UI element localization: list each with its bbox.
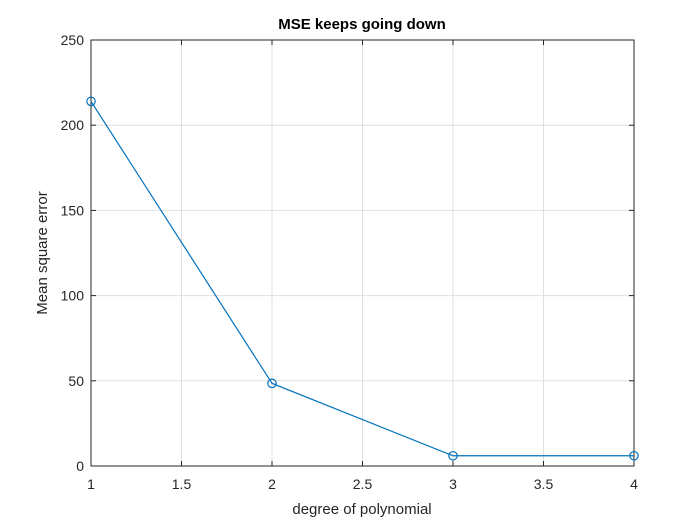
data-point-marker	[86, 96, 96, 107]
y-tick-label: 50	[68, 373, 84, 389]
x-tick-label: 3.5	[534, 476, 554, 492]
y-tick-label: 150	[61, 202, 85, 218]
ticks	[90, 39, 635, 467]
y-axis-label: Mean square error	[34, 191, 51, 314]
x-tick-label: 4	[630, 476, 638, 492]
series-line	[90, 101, 634, 457]
x-axis-label: degree of polynomial	[292, 501, 431, 518]
x-tick-label: 2	[268, 476, 276, 492]
x-tick-label: 1	[87, 476, 95, 492]
y-tick-labels: 0 50 100 150 200 250	[61, 32, 85, 474]
y-tick-label: 100	[61, 288, 85, 304]
x-tick-label: 2.5	[353, 476, 373, 492]
y-tick-label: 0	[76, 458, 84, 474]
series-layer	[86, 96, 639, 461]
x-tick-labels: 1 1.5 2 2.5 3 3.5 4	[87, 476, 638, 492]
data-point-marker	[448, 450, 458, 461]
y-tick-label: 250	[61, 32, 85, 48]
data-point-marker	[629, 450, 639, 461]
y-tick-label: 200	[61, 117, 85, 133]
x-tick-label: 1.5	[172, 476, 192, 492]
x-tick-label: 3	[449, 476, 457, 492]
data-point-marker	[267, 378, 277, 389]
chart-title: MSE keeps going down	[278, 16, 446, 33]
